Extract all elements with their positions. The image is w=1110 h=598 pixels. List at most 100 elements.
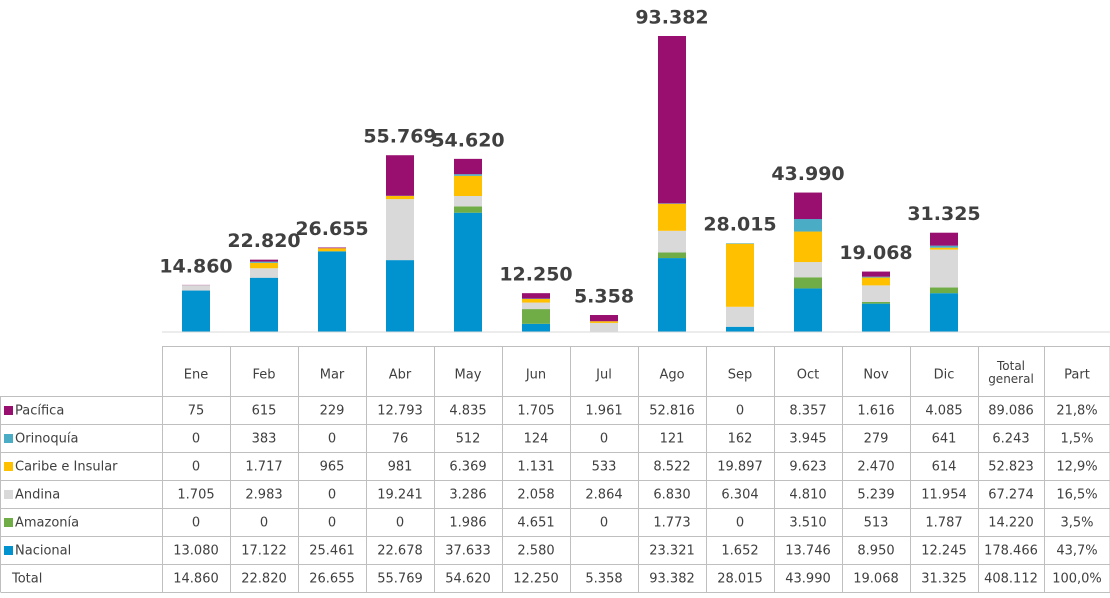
legend-swatch — [4, 518, 13, 527]
table-cell: 0 — [260, 516, 268, 531]
table-cell: 11.954 — [921, 488, 967, 503]
total-label: 22.820 — [227, 230, 300, 252]
legend-swatch — [4, 546, 13, 555]
table-cell: 0 — [396, 516, 404, 531]
total-label: 28.015 — [703, 214, 776, 236]
bar-segment — [726, 327, 754, 332]
bar-segment — [454, 174, 482, 176]
table-cell: 1.131 — [517, 460, 554, 475]
table-cell: 17.122 — [241, 544, 287, 559]
table-cell: 14.860 — [173, 572, 219, 587]
table-cell: 9.623 — [789, 460, 826, 475]
table-cell: 12.245 — [921, 544, 967, 559]
table-cell: 0 — [736, 516, 744, 531]
bar-segment — [386, 199, 414, 260]
bar-segment — [590, 321, 618, 323]
table-cell: 31.325 — [921, 572, 967, 587]
bar-segment — [522, 299, 550, 303]
column-header: Nov — [863, 368, 889, 383]
table-cell: 408.112 — [984, 572, 1038, 587]
table-cell: 0 — [328, 432, 336, 447]
table-cell: 383 — [252, 432, 277, 447]
table-cell: 75 — [188, 404, 205, 419]
table-cell: 1.652 — [721, 544, 758, 559]
table-cell: 89.086 — [988, 404, 1034, 419]
table-cell: 100,0% — [1052, 572, 1102, 587]
table-cell: 4.651 — [517, 516, 554, 531]
table-cell: 0 — [192, 516, 200, 531]
table-cell: 1.717 — [245, 460, 282, 475]
table-cell: 0 — [328, 488, 336, 503]
column-header: Mar — [320, 368, 345, 383]
column-header: Jul — [595, 368, 612, 383]
table-cell: 1.787 — [925, 516, 962, 531]
table-cell: 93.382 — [649, 572, 695, 587]
table-cell: 3.945 — [789, 432, 826, 447]
table-cell: 162 — [728, 432, 753, 447]
table-cell: 512 — [456, 432, 481, 447]
bar-segment — [862, 302, 890, 304]
table-cell: 54.620 — [445, 572, 491, 587]
legend-label: Orinoquía — [15, 432, 78, 447]
table-cell: 4.085 — [925, 404, 962, 419]
table-cell: 615 — [252, 404, 277, 419]
table-cell: 8.950 — [857, 544, 894, 559]
table-cell: 0 — [600, 432, 608, 447]
total-label: 43.990 — [771, 163, 844, 185]
bar-segment — [794, 288, 822, 332]
bar-segment — [930, 288, 958, 294]
table-cell: 55.769 — [377, 572, 423, 587]
table-cell: 76 — [392, 432, 409, 447]
bar-segment — [454, 213, 482, 332]
legend-label: Pacífica — [15, 404, 64, 419]
table-cell: 67.274 — [988, 488, 1034, 503]
table-cell: 5.239 — [857, 488, 894, 503]
column-header: Feb — [252, 368, 275, 383]
table-cell: 0 — [600, 516, 608, 531]
table-cell: 641 — [932, 432, 957, 447]
column-header: Sep — [728, 368, 753, 383]
table-cell: 3,5% — [1060, 516, 1093, 531]
table-cell: 0 — [192, 460, 200, 475]
bar-segment — [522, 309, 550, 324]
legend-label: Andina — [15, 488, 60, 503]
bar-segment — [726, 307, 754, 327]
bar-segment — [794, 232, 822, 263]
column-header: Ago — [659, 368, 684, 383]
bar-segment — [794, 219, 822, 232]
bar-segment — [726, 243, 754, 244]
column-header: Dic — [934, 368, 955, 383]
bar-segment — [862, 272, 890, 277]
bar-segment — [318, 248, 346, 251]
bar-segment — [862, 304, 890, 332]
total-label: 26.655 — [295, 218, 368, 240]
table-cell: 4.810 — [789, 488, 826, 503]
bar-segment — [454, 196, 482, 206]
bar-segment — [318, 248, 346, 249]
bar-segment — [658, 204, 686, 231]
bar-segment — [930, 248, 958, 250]
bar-segment — [590, 315, 618, 321]
bar-segment — [386, 260, 414, 332]
total-label: 5.358 — [574, 286, 634, 308]
table-cell: 22.678 — [377, 544, 423, 559]
table-cell: 6.369 — [449, 460, 486, 475]
column-header: Abr — [389, 368, 412, 383]
bar-segment — [658, 252, 686, 258]
bar-segment — [930, 233, 958, 246]
table-cell: 124 — [524, 432, 549, 447]
table-cell: 6.304 — [721, 488, 758, 503]
legend-swatch — [4, 462, 13, 471]
table-cell: 43,7% — [1056, 544, 1097, 559]
table-cell: 26.655 — [309, 572, 355, 587]
table-cell: 19.068 — [853, 572, 899, 587]
table-cell: 21,8% — [1056, 404, 1097, 419]
bar-segment — [658, 258, 686, 332]
table-cell: 52.816 — [649, 404, 695, 419]
table-cell: 12.250 — [513, 572, 559, 587]
column-header: Oct — [797, 368, 819, 383]
table-cell: 13.746 — [785, 544, 831, 559]
total-label: 14.860 — [159, 255, 232, 277]
bar-segment — [454, 159, 482, 174]
